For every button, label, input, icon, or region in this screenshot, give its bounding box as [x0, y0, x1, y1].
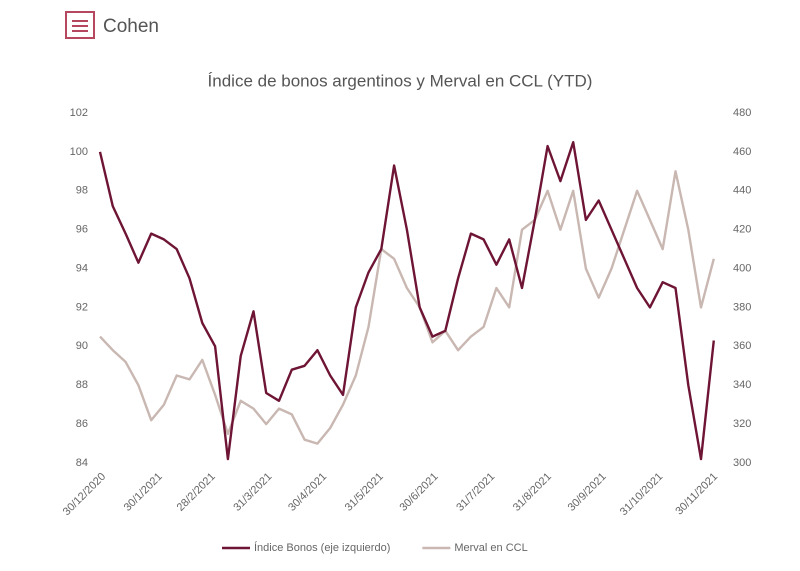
y2-tick-label: 360	[733, 340, 751, 352]
x-tick-label: 30/12/2020	[61, 471, 108, 518]
y2-tick-label: 460	[733, 146, 751, 158]
legend-label: Índice Bonos (eje izquierdo)	[254, 541, 390, 554]
x-tick-label: 30/11/2021	[673, 471, 720, 518]
series-line	[99, 170, 715, 445]
y-tick-label: 96	[76, 224, 88, 236]
y2-tick-label: 380	[733, 301, 751, 313]
y-tick-label: 88	[76, 379, 88, 391]
x-tick-label: 28/2/2021	[175, 471, 218, 514]
x-tick-label: 31/8/2021	[511, 471, 554, 514]
legend-label: Merval en CCL	[454, 542, 527, 554]
y2-tick-label: 420	[733, 224, 751, 236]
logo: Cohen	[65, 11, 159, 39]
y-tick-label: 90	[76, 340, 88, 352]
y2-tick-label: 340	[733, 379, 751, 391]
series-line	[98, 141, 715, 461]
x-tick-label: 31/7/2021	[454, 471, 497, 514]
y-tick-label: 86	[76, 418, 88, 430]
x-tick-label: 30/6/2021	[398, 471, 441, 514]
y2-tick-label: 400	[733, 262, 751, 274]
y-tick-label: 102	[70, 107, 88, 119]
x-tick-label: 30/9/2021	[566, 471, 609, 514]
y2-tick-label: 480	[733, 107, 751, 119]
y-tick-label: 84	[76, 457, 88, 469]
y-tick-label: 100	[70, 146, 88, 158]
brand: Cohen	[103, 16, 159, 37]
x-tick-label: 30/4/2021	[286, 471, 329, 514]
y-tick-label: 94	[76, 262, 88, 274]
logo-icon	[65, 11, 95, 39]
y-tick-label: 98	[76, 185, 88, 197]
x-tick-label: 31/3/2021	[231, 471, 274, 514]
y-tick-label: 92	[76, 301, 88, 313]
x-tick-label: 31/5/2021	[343, 471, 386, 514]
y2-tick-label: 320	[733, 418, 751, 430]
y2-tick-label: 300	[733, 457, 751, 469]
y2-tick-label: 440	[733, 185, 751, 197]
x-tick-label: 30/1/2021	[122, 471, 165, 514]
chart-title: Índice de bonos argentinos y Merval en C…	[208, 71, 593, 90]
x-tick-label: 31/10/2021	[618, 471, 665, 518]
